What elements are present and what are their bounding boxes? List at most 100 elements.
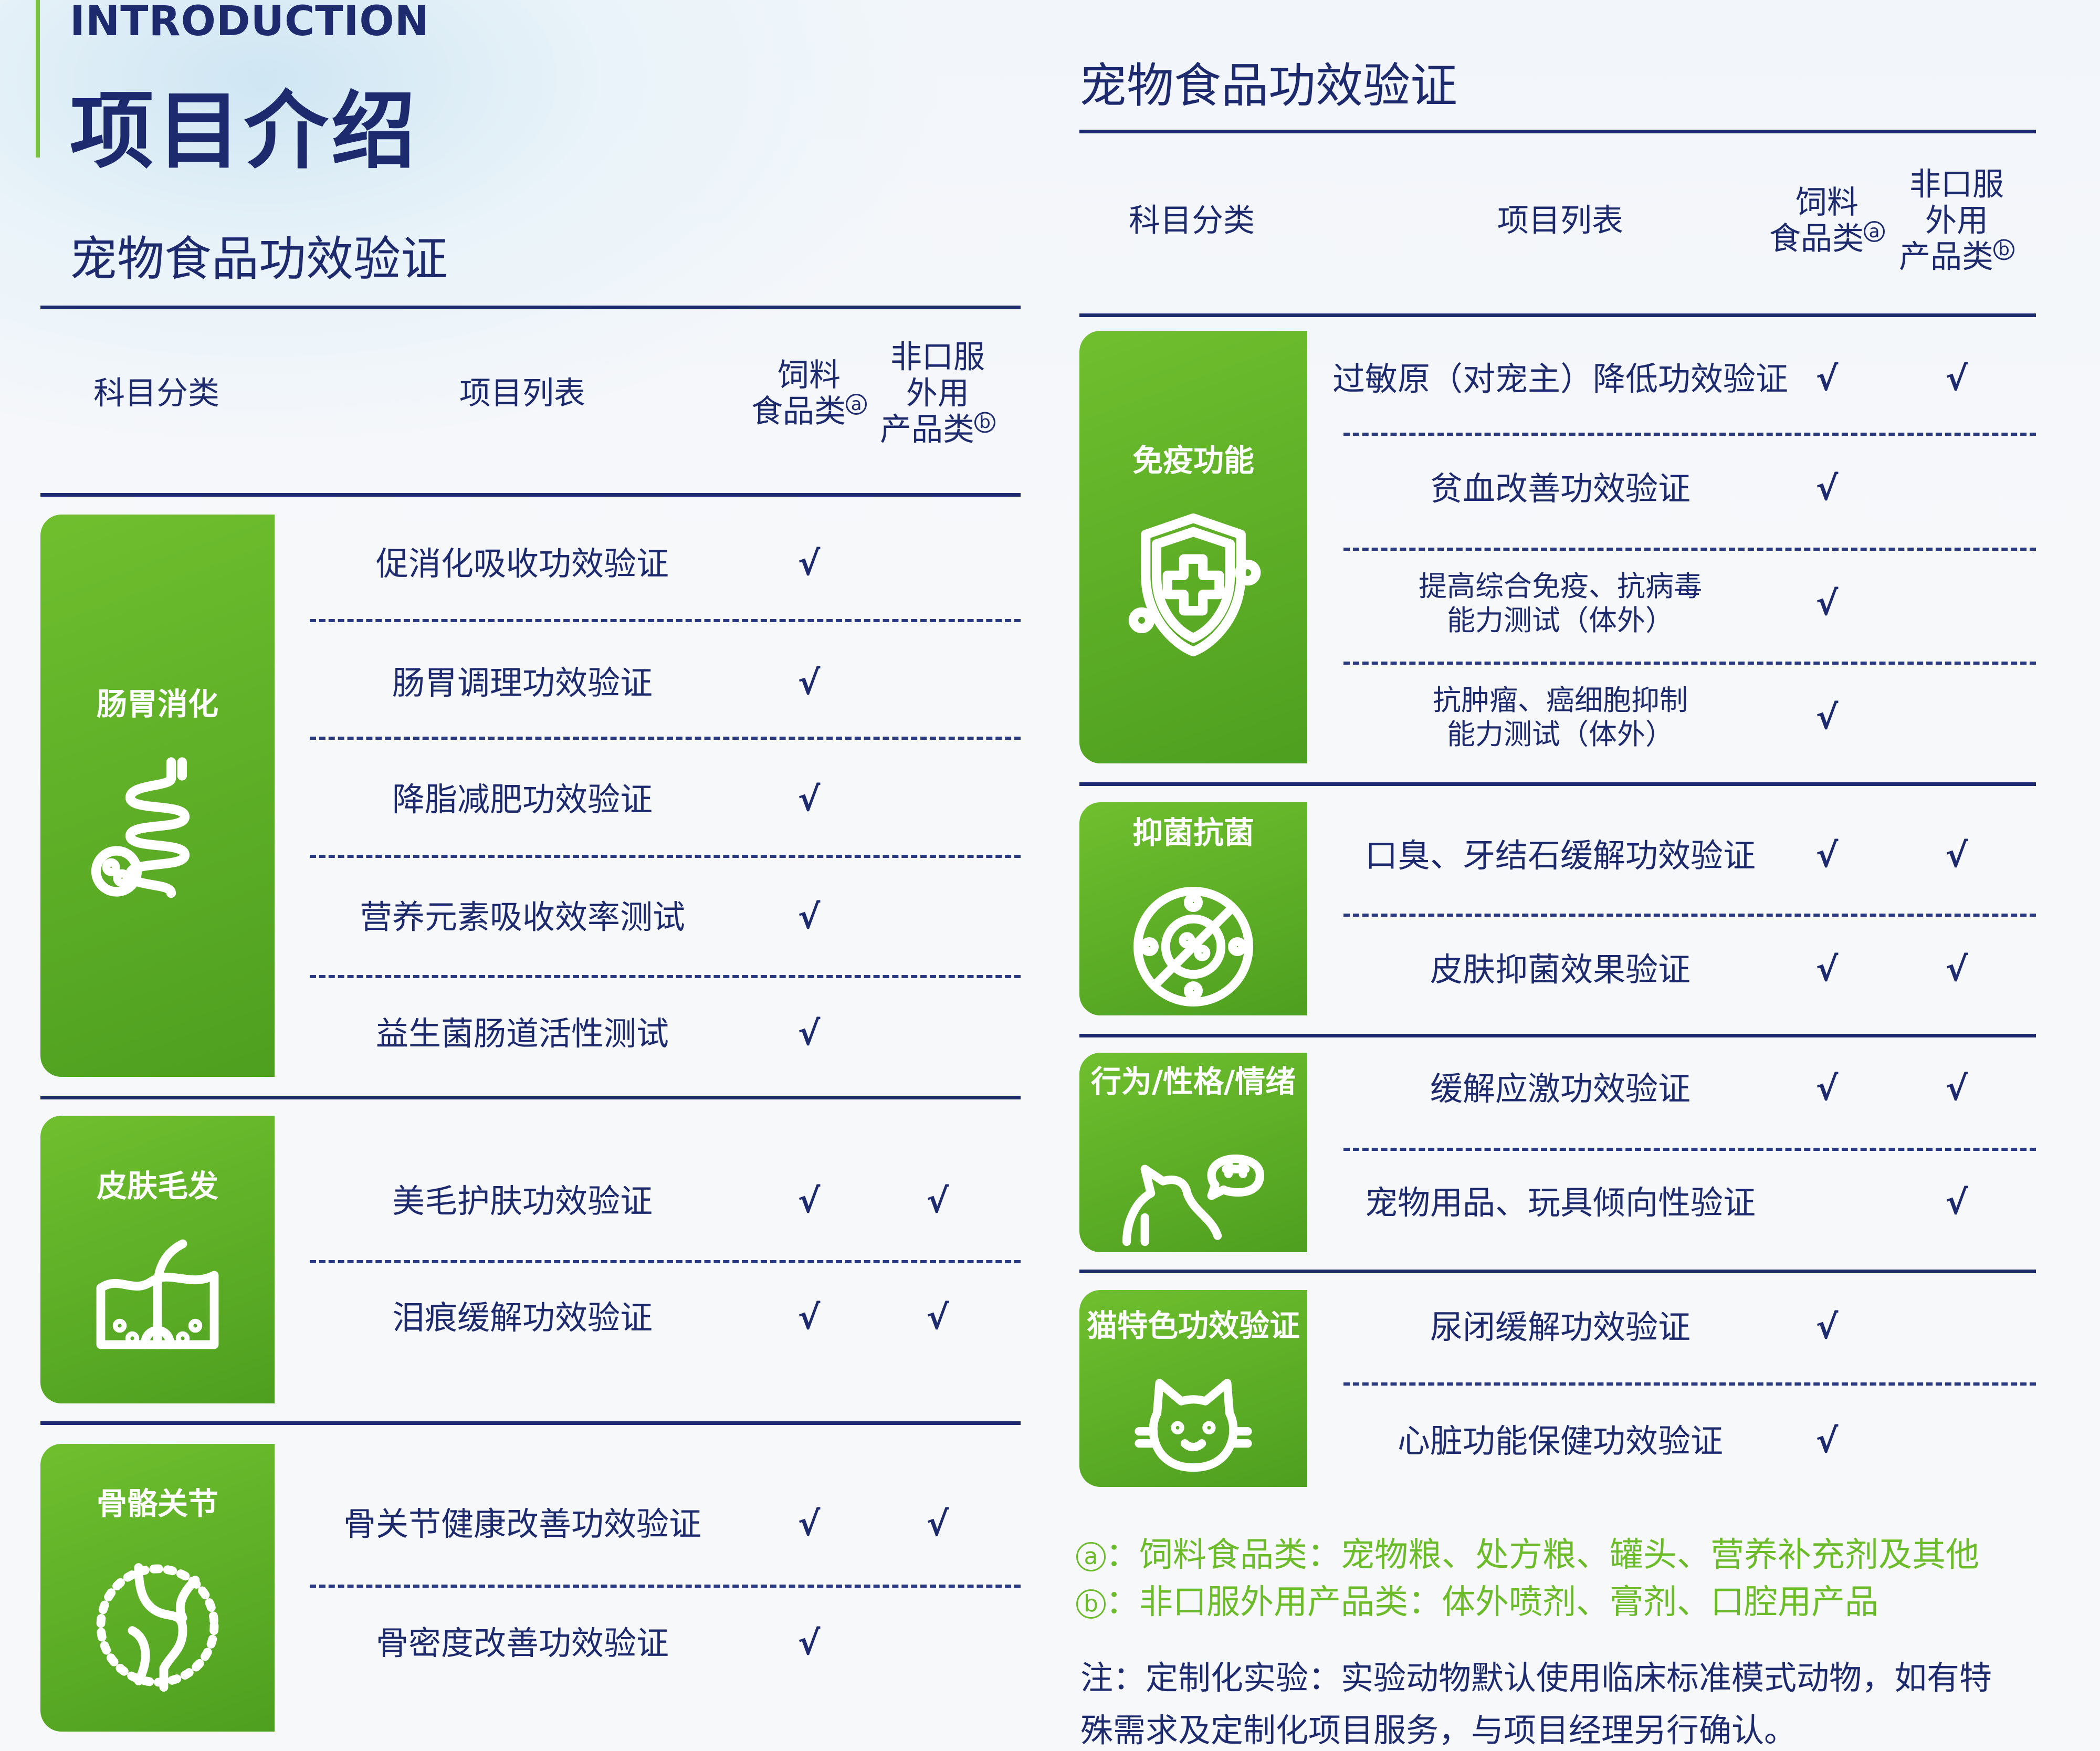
item-name: 皮肤抑菌效果验证 (1430, 950, 1691, 989)
check-icon-nonoral: √ (1945, 950, 1968, 989)
check-icon-nonoral: √ (1945, 1183, 1968, 1222)
category-label: 猫特色功效验证 (1086, 1307, 1300, 1344)
section-divider (40, 1421, 1021, 1425)
row-divider (310, 1260, 1021, 1263)
row-divider (310, 1585, 1021, 1588)
bacteria-icon (1130, 884, 1256, 1010)
circled-a-icon: a (1076, 1542, 1106, 1572)
check-icon-nonoral: √ (926, 1298, 949, 1337)
check-icon-feed: √ (1815, 950, 1839, 989)
row-divider (1343, 1382, 2036, 1386)
check-icon-nonoral: √ (926, 1505, 949, 1544)
category-block: 肠胃消化 (40, 515, 275, 1077)
intestine-icon (89, 755, 226, 913)
check-icon-feed: √ (797, 1298, 821, 1337)
cat-bubble-icon (1115, 1133, 1272, 1248)
circled-b-icon: b (1993, 239, 2014, 260)
check-icon-feed: √ (797, 544, 821, 583)
item-name: 心脏功能保健功效验证 (1397, 1421, 1724, 1460)
row-divider (310, 855, 1021, 858)
column-header-items: 项目列表 (1497, 202, 1623, 239)
feed-line2: 食品类 a (1769, 221, 1885, 257)
column-header-items: 项目列表 (459, 375, 585, 412)
feed-line1: 饲料 (1796, 184, 1858, 221)
column-header-nonoral: 非口服 外用 产品类 b (1899, 166, 2014, 276)
category-block: 骨骼关节 (40, 1444, 275, 1732)
item-name: 降脂减肥功效验证 (392, 780, 653, 819)
item-name: 骨密度改善功效验证 (375, 1623, 669, 1662)
category-label: 免疫功能 (1132, 443, 1254, 478)
check-icon-feed: √ (1815, 584, 1839, 623)
item-name: 缓解应激功效验证 (1430, 1069, 1691, 1108)
row-divider (1343, 433, 2036, 436)
nonoral-line3: 产品类 b (880, 412, 995, 448)
check-icon-feed: √ (1815, 1070, 1839, 1108)
section-divider (40, 1096, 1021, 1099)
category-label: 骨骼关节 (96, 1486, 218, 1522)
item-name: 口臭、牙结石缓解功效验证 (1364, 836, 1756, 875)
category-label: 行为/性格/情绪 (1090, 1064, 1296, 1099)
header-top-rule (1079, 130, 2036, 133)
check-icon-feed: √ (797, 1014, 821, 1053)
note-b-text: ：非口服外用产品类：体外喷剂、膏剂、口腔用产品 (1106, 1583, 1878, 1622)
item-name: 骨关节健康改善功效验证 (343, 1504, 702, 1543)
item-name: 促消化吸收功效验证 (375, 544, 669, 583)
check-icon-feed: √ (1815, 1308, 1839, 1347)
page-title: 项目介绍 (70, 82, 419, 180)
feed-line2: 食品类 a (751, 394, 867, 430)
check-icon-nonoral: √ (1945, 1070, 1968, 1108)
column-header-feed: 饲料 食品类 a (751, 358, 867, 430)
item-name: 肠胃调理功效验证 (392, 663, 653, 702)
check-icon-nonoral: √ (926, 1182, 949, 1221)
nonoral-line3: 产品类 b (1899, 239, 2014, 276)
remark-line-2: 殊需求及定制化项目服务，与项目经理另行确认。 (1080, 1711, 1797, 1749)
category-block: 猫特色功效验证 (1079, 1290, 1307, 1487)
row-divider (310, 975, 1021, 978)
remark-line-1: 注：定制化实验：实验动物默认使用临床标准模式动物，如有特 (1080, 1659, 1992, 1697)
category-label: 抑菌抗菌 (1132, 815, 1254, 851)
section-divider (1079, 782, 2036, 786)
circled-b-icon: b (974, 412, 995, 433)
category-block: 抑菌抗菌 (1079, 802, 1307, 1015)
section-divider (1079, 1034, 2036, 1037)
row-divider (310, 737, 1021, 740)
row-divider (1343, 1148, 2036, 1151)
check-icon-feed: √ (797, 1505, 821, 1544)
column-header-category: 科目分类 (93, 375, 219, 412)
row-divider (1343, 662, 2036, 665)
check-icon-feed: √ (797, 898, 821, 937)
skin-hair-icon (94, 1237, 220, 1358)
row-divider (310, 619, 1021, 622)
section-divider (1079, 1270, 2036, 1273)
note-a: a ：饲料食品类：宠物粮、处方粮、罐头、营养补充剂及其他 (1076, 1528, 1979, 1576)
intro-eyebrow: INTRODUCTION (70, 0, 430, 45)
note-b: b ：非口服外用产品类：体外喷剂、膏剂、口腔用产品 (1076, 1575, 1878, 1623)
column-header-feed: 饲料 食品类 a (1769, 185, 1885, 257)
section-title: 宠物食品功效验证 (1079, 58, 1457, 113)
header-bottom-rule (1079, 313, 2036, 317)
header-top-rule (40, 306, 1021, 309)
nonoral-line2: 外用 (1925, 202, 1988, 239)
item-name: 宠物用品、玩具倾向性验证 (1364, 1183, 1756, 1222)
item-name: 抗肿瘤、癌细胞抑制 能力测试（体外） (1433, 684, 1688, 751)
check-icon-feed: √ (797, 664, 821, 703)
shield-icon (1125, 511, 1262, 658)
check-icon-feed: √ (1815, 836, 1839, 875)
nonoral-line1: 非口服 (1909, 166, 2004, 203)
joint-icon (94, 1555, 220, 1696)
item-name: 美毛护肤功效验证 (392, 1181, 653, 1220)
circled-a-icon: a (846, 394, 867, 415)
item-name: 益生菌肠道活性测试 (375, 1014, 669, 1053)
check-icon-feed: √ (797, 1182, 821, 1221)
row-divider (1343, 914, 2036, 917)
feed-line1: 饲料 (778, 357, 841, 394)
check-icon-nonoral: √ (1945, 360, 1968, 399)
note-a-text: ：饲料食品类：宠物粮、处方粮、罐头、营养补充剂及其他 (1106, 1536, 1979, 1575)
item-name: 贫血改善功效验证 (1430, 469, 1691, 508)
item-name: 提高综合免疫、抗病毒 能力测试（体外） (1419, 570, 1702, 637)
category-label: 肠胃消化 (96, 686, 218, 722)
nonoral-line1: 非口服 (890, 339, 985, 376)
check-icon-nonoral: √ (1945, 836, 1968, 875)
column-header-nonoral: 非口服 外用 产品类 b (880, 339, 995, 448)
cat-face-icon (1133, 1377, 1254, 1476)
